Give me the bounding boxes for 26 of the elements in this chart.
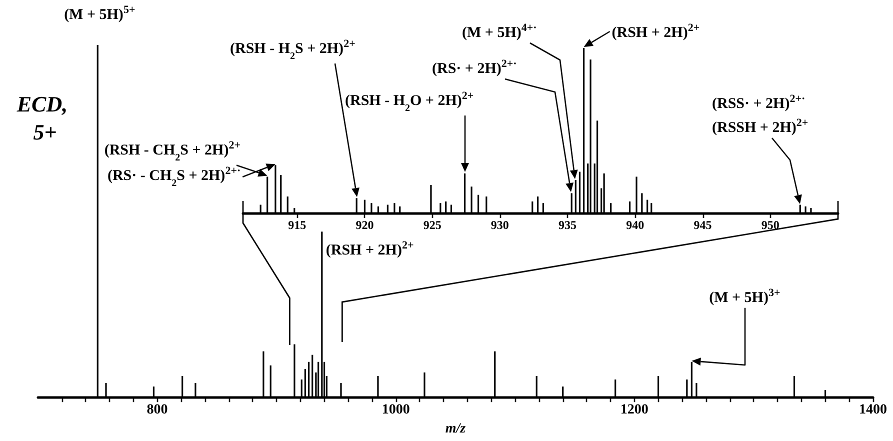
annotation: (RSS· + 2H)$^{2+·}$ — [712, 93, 806, 112]
x-tick-label: 935 — [558, 218, 577, 232]
x-tick-label: 945 — [694, 218, 712, 232]
text: (M + 5H)$^{4+·}$ — [462, 22, 537, 41]
x-tick-label: 950 — [761, 218, 780, 232]
x-tick-label: 800 — [146, 402, 168, 418]
annotation: (RSSH + 2H)$^{2+}$ — [712, 117, 808, 136]
annotation: (M + 5H)$^{5+}$ — [64, 4, 136, 23]
annotation: (RSH + 2H)$^{2+}$ — [326, 240, 414, 259]
annotation: (RS· - CH$_{2}$S + 2H)$^{2+·}$ — [107, 165, 241, 189]
x-tick-label: 920 — [356, 218, 374, 232]
x-tick-label: 1200 — [620, 402, 648, 418]
x-tick-label: 1400 — [859, 402, 887, 418]
annotation: (RSH + 2H)$^{2+}$ — [612, 22, 700, 41]
annotation: ECD, 5+ — [16, 92, 74, 144]
annotation: (RS· + 2H)$^{2+·}$ — [432, 58, 517, 77]
annotation: (RSH - CH$_{2}$S + 2H)$^{2+}$ — [104, 140, 241, 164]
x-tick-label: 1000 — [382, 402, 410, 418]
x-tick-label: 915 — [288, 218, 306, 232]
x-tick-label: 925 — [423, 218, 442, 232]
x-axis-title: m/z — [445, 422, 466, 436]
x-tick-label: 930 — [490, 218, 509, 232]
annotation: (RSH - H$_{2}$O + 2H)$^{2+}$ — [345, 90, 474, 114]
x-tick-label: 940 — [626, 218, 644, 232]
annotation: (RSH - H$_{2}$S + 2H)$^{2+}$ — [230, 38, 356, 62]
annotation: (M + 5H)$^{3+}$ — [709, 286, 780, 306]
